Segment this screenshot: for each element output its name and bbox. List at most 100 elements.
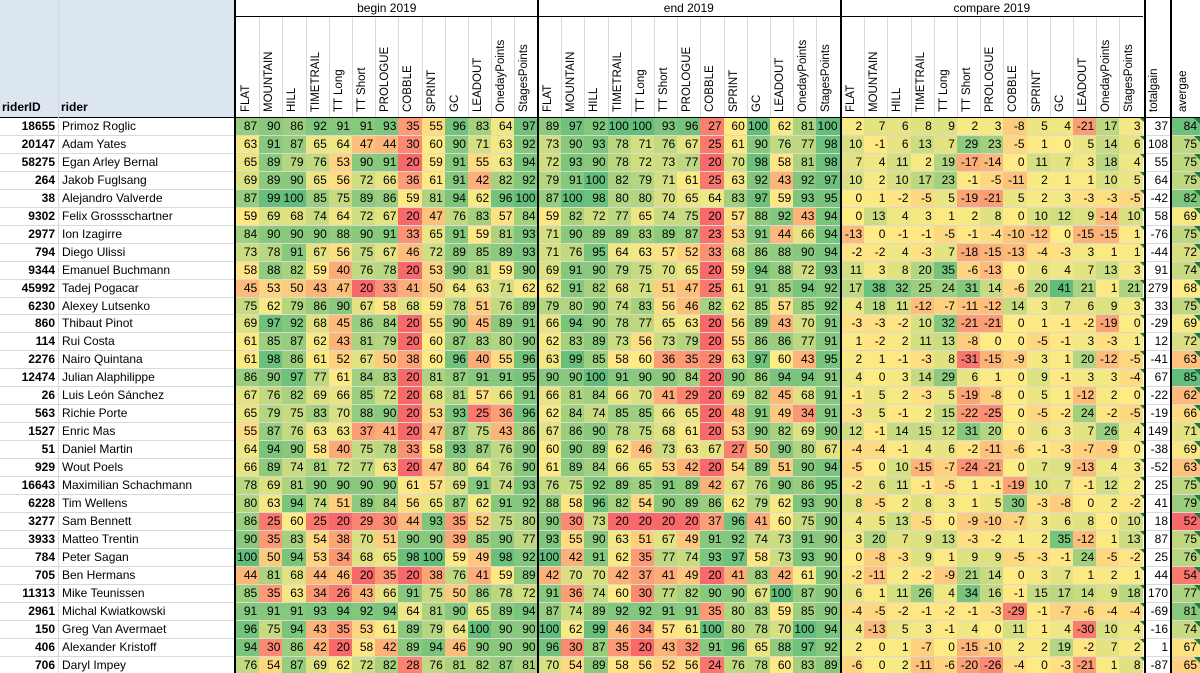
average-cell[interactable]: 69 [1172, 441, 1200, 460]
rider-name-cell[interactable]: Primoz Roglic [62, 119, 137, 133]
score-cell-compare[interactable]: 6 [887, 135, 911, 154]
score-cell-end[interactable]: 82 [584, 279, 608, 298]
score-cell-end[interactable]: 37 [700, 512, 724, 531]
score-cell-compare[interactable]: 7 [1049, 153, 1073, 172]
score-cell-begin[interactable]: 90 [236, 530, 260, 549]
score-cell-begin[interactable]: 53 [352, 620, 376, 639]
score-cell-end[interactable]: 20 [700, 315, 724, 334]
score-cell-compare[interactable]: 26 [910, 584, 934, 603]
score-cell-end[interactable]: 74 [654, 207, 678, 226]
score-cell-begin[interactable]: 80 [444, 459, 468, 477]
score-cell-end[interactable]: 83 [723, 189, 747, 208]
score-cell-begin[interactable]: 89 [259, 153, 283, 172]
score-cell-compare[interactable]: 17 [841, 279, 865, 298]
score-cell-compare[interactable]: -1 [887, 225, 911, 244]
score-cell-begin[interactable]: 84 [514, 207, 538, 226]
score-cell-end[interactable]: 69 [793, 423, 817, 442]
score-cell-end[interactable]: 63 [723, 351, 747, 370]
score-cell-begin[interactable]: 87 [444, 494, 468, 513]
score-cell-compare[interactable]: 0 [980, 333, 1004, 352]
score-cell-end[interactable]: 90 [816, 512, 840, 531]
score-cell-begin[interactable]: 20 [398, 207, 422, 226]
rider-id-cell[interactable]: 860 [34, 316, 55, 331]
score-cell-compare[interactable]: -8 [957, 333, 981, 352]
score-cell-end[interactable]: 75 [561, 477, 585, 495]
score-cell-end[interactable]: 75 [793, 512, 817, 531]
total-gain-cell[interactable]: -76 [1150, 226, 1168, 241]
score-cell-begin[interactable]: 91 [259, 602, 283, 621]
average-cell[interactable]: 69 [1172, 315, 1200, 334]
score-cell-begin[interactable]: 55 [421, 118, 445, 136]
score-cell-begin[interactable]: 96 [514, 405, 538, 424]
score-cell-end[interactable]: 89 [538, 118, 562, 136]
total-gain-cell[interactable]: 279 [1147, 280, 1168, 295]
col-header-compare-onedaypoints[interactable]: OnedayPoints [1100, 39, 1113, 112]
score-cell-end[interactable]: 77 [654, 548, 678, 567]
score-cell-compare[interactable]: 13 [1096, 261, 1120, 280]
score-cell-compare[interactable]: 1 [864, 584, 888, 603]
score-cell-begin[interactable]: 42 [468, 171, 492, 190]
score-cell-compare[interactable]: 31 [957, 279, 981, 298]
score-cell-begin[interactable]: 29 [352, 512, 376, 531]
score-cell-compare[interactable]: 3 [980, 118, 1004, 136]
score-cell-end[interactable]: 94 [816, 459, 840, 477]
score-cell-end[interactable]: 71 [630, 279, 654, 298]
score-cell-begin[interactable]: 61 [421, 171, 445, 190]
score-cell-end[interactable]: 95 [816, 477, 840, 495]
score-cell-begin[interactable]: 75 [282, 405, 306, 424]
score-cell-begin[interactable]: 89 [398, 638, 422, 657]
score-cell-compare[interactable]: 3 [1073, 369, 1097, 388]
score-cell-begin[interactable]: 64 [491, 118, 515, 136]
score-cell-begin[interactable]: 94 [282, 548, 306, 567]
score-cell-end[interactable]: 76 [770, 135, 794, 154]
score-cell-begin[interactable]: 34 [328, 548, 352, 567]
score-cell-end[interactable]: 90 [816, 494, 840, 513]
score-cell-end[interactable]: 79 [538, 171, 562, 190]
score-cell-end[interactable]: 56 [630, 333, 654, 352]
score-cell-end[interactable]: 56 [654, 297, 678, 316]
score-cell-end[interactable]: 61 [677, 620, 701, 639]
score-cell-begin[interactable]: 50 [282, 279, 306, 298]
score-cell-begin[interactable]: 87 [282, 333, 306, 352]
score-cell-compare[interactable]: -13 [1073, 459, 1097, 477]
score-cell-begin[interactable]: 87 [444, 333, 468, 352]
score-cell-begin[interactable]: 90 [398, 530, 422, 549]
score-cell-end[interactable]: 20 [700, 207, 724, 226]
score-cell-begin[interactable]: 60 [421, 333, 445, 352]
score-cell-end[interactable]: 80 [630, 189, 654, 208]
score-cell-compare[interactable]: 6 [841, 584, 865, 603]
score-cell-end[interactable]: 74 [746, 530, 770, 549]
score-cell-begin[interactable]: 87 [282, 656, 306, 673]
score-cell-end[interactable]: 35 [700, 602, 724, 621]
score-cell-begin[interactable]: 43 [328, 333, 352, 352]
score-cell-compare[interactable]: 7 [1049, 566, 1073, 585]
score-cell-compare[interactable]: 0 [1003, 153, 1027, 172]
rider-id-cell[interactable]: 51 [41, 442, 55, 457]
rider-name-cell[interactable]: Nairo Quintana [62, 352, 143, 367]
score-cell-end[interactable]: 92 [816, 638, 840, 657]
score-cell-end[interactable]: 62 [770, 118, 794, 136]
score-cell-begin[interactable]: 37 [352, 423, 376, 442]
score-cell-end[interactable]: 91 [746, 225, 770, 244]
col-header-begin-timetrail[interactable]: TIMETRAIL [309, 51, 322, 112]
score-cell-compare[interactable]: -21 [1073, 118, 1097, 136]
score-cell-end[interactable]: 79 [607, 261, 631, 280]
score-cell-end[interactable]: 88 [770, 261, 794, 280]
score-cell-end[interactable]: 100 [793, 620, 817, 639]
score-cell-end[interactable]: 29 [700, 351, 724, 370]
score-cell-end[interactable]: 42 [677, 459, 701, 477]
score-cell-compare[interactable]: 24 [1073, 548, 1097, 567]
rider-id-cell[interactable]: 1527 [28, 424, 55, 439]
score-cell-begin[interactable]: 58 [305, 441, 329, 460]
rider-name-cell[interactable]: Ion Izagirre [62, 226, 123, 241]
rider-name-cell[interactable]: Diego Ulissi [62, 244, 126, 259]
score-cell-compare[interactable]: 1 [1119, 243, 1143, 262]
score-cell-end[interactable]: 89 [654, 225, 678, 244]
average-cell[interactable]: 74 [1172, 261, 1200, 280]
score-cell-end[interactable]: 94 [816, 207, 840, 226]
score-cell-end[interactable]: 94 [770, 369, 794, 388]
score-cell-begin[interactable]: 50 [375, 351, 399, 370]
score-cell-compare[interactable]: -7 [1003, 512, 1027, 531]
score-cell-compare[interactable]: 3 [841, 530, 865, 549]
score-cell-end[interactable]: 100 [538, 620, 562, 639]
